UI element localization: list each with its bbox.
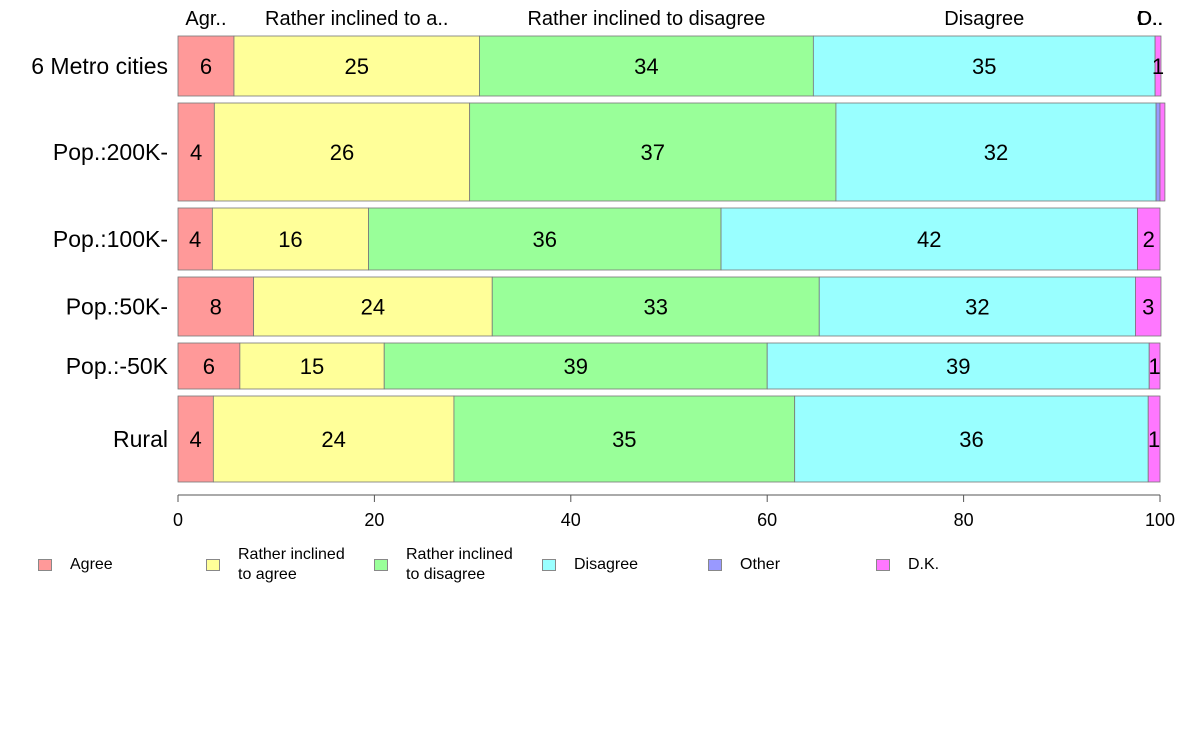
- x-tick-label: 40: [561, 510, 581, 530]
- bar-segment: [177, 395, 214, 483]
- legend-item: D.K.: [876, 540, 939, 590]
- bar-segment: [453, 395, 796, 483]
- data-label: 35: [972, 54, 996, 79]
- bar-segment: [233, 35, 480, 97]
- legend-swatch: [876, 559, 890, 571]
- data-label: 4: [190, 140, 202, 165]
- x-tick-label: 0: [173, 510, 183, 530]
- data-label: 6: [200, 54, 212, 79]
- bar-segment: [1155, 102, 1161, 202]
- legend-label: Rather inclined to disagree: [406, 546, 513, 583]
- x-tick-label: 20: [364, 510, 384, 530]
- data-label: 34: [634, 54, 658, 79]
- category-label: Pop.:-50K: [66, 353, 169, 379]
- bar-segment: [469, 102, 837, 202]
- data-label: 32: [984, 140, 1008, 165]
- legend-swatch: [542, 559, 556, 571]
- legend-label: Disagree: [574, 556, 639, 573]
- bar-segment: [211, 207, 369, 271]
- legend-label: D.K.: [908, 556, 940, 573]
- data-label: 35: [612, 427, 636, 452]
- bar-segment: [1147, 395, 1161, 483]
- legend-item: Other: [708, 540, 780, 590]
- data-label: 36: [959, 427, 983, 452]
- category-label: Pop.:100K-: [53, 226, 168, 252]
- legend-swatch: [708, 559, 722, 571]
- bar-segment: [177, 207, 213, 271]
- column-header: Agr..: [185, 8, 226, 30]
- legend-label: Rather inclined to agree: [238, 546, 345, 583]
- bar-segment: [383, 342, 768, 390]
- legend-item: Rather inclined to disagree: [374, 540, 513, 590]
- legend-label: Other: [740, 556, 781, 573]
- data-label: 1: [1152, 54, 1164, 79]
- column-header: Disagree: [944, 8, 1024, 30]
- data-label: 24: [321, 427, 345, 452]
- data-label: 1: [1148, 354, 1160, 379]
- data-label: 4: [190, 427, 202, 452]
- bar-segment: [812, 35, 1156, 97]
- bar-segment: [1154, 35, 1162, 97]
- bar-segment: [835, 102, 1157, 202]
- column-headers: Agr.. Rather inclined to a.. Rather inclin…: [185, 8, 1163, 30]
- category-label: Pop.:200K-: [53, 139, 168, 165]
- bar-segment: [368, 207, 722, 271]
- bar-segment: [177, 276, 255, 337]
- bar-segment: [1137, 207, 1161, 271]
- data-label: 25: [344, 54, 368, 79]
- data-label: 37: [641, 140, 665, 165]
- bar-segment: [818, 276, 1136, 337]
- data-label: 24: [361, 295, 385, 320]
- legend-swatch: [38, 559, 52, 571]
- legend-item: Disagree: [542, 540, 638, 590]
- data-label: 39: [563, 354, 587, 379]
- bar-segment: [766, 342, 1150, 390]
- bar-segment: [1148, 342, 1161, 390]
- bar-segment: [491, 276, 820, 337]
- bar-segment: [213, 102, 471, 202]
- column-header: Rather inclined to disagree: [527, 8, 765, 30]
- bar-segment: [720, 207, 1138, 271]
- x-axis: 0 20 40 60 80 100: [173, 494, 1175, 530]
- data-label: 1: [1148, 427, 1160, 452]
- column-header: D..: [1137, 8, 1163, 30]
- category-label: 6 Metro cities: [31, 53, 168, 79]
- bar-segment: [1159, 102, 1166, 202]
- data-label: 32: [965, 295, 989, 320]
- data-label: 26: [330, 140, 354, 165]
- x-tick-label: 80: [954, 510, 974, 530]
- data-label: 39: [946, 354, 970, 379]
- category-label: Rural: [113, 426, 168, 452]
- legend-swatch: [206, 559, 220, 571]
- data-label: 3: [1142, 295, 1154, 320]
- data-label: 8: [210, 295, 222, 320]
- column-header: Rather inclined to a..: [265, 8, 448, 30]
- category-labels: 6 Metro cities Pop.:200K- Pop.:100K- Pop.:5…: [31, 53, 168, 452]
- data-label: 2: [1143, 227, 1155, 252]
- bar-segment: [239, 342, 385, 390]
- x-tick-label: 60: [757, 510, 777, 530]
- legend-item: Agree: [38, 540, 113, 590]
- legend-item: Rather inclined to agree: [206, 540, 345, 590]
- legend: Agree Rather inclined to agree Rather incl…: [0, 540, 1188, 600]
- data-label: 6: [203, 354, 215, 379]
- x-tick-label: 100: [1145, 510, 1175, 530]
- data-label: 33: [644, 295, 668, 320]
- legend-swatch: [374, 559, 388, 571]
- data-label: 15: [300, 354, 324, 379]
- data-label: 4: [189, 227, 201, 252]
- bar-segment: [177, 102, 215, 202]
- bar-segment: [794, 395, 1149, 483]
- category-label: Pop.:50K-: [66, 294, 168, 320]
- bar-segment: [1135, 276, 1162, 337]
- bar-segment: [253, 276, 493, 337]
- data-label: 42: [917, 227, 941, 252]
- bar-segment: [212, 395, 455, 483]
- column-header: O..: [1137, 8, 1164, 30]
- legend-label: Agree: [70, 556, 113, 573]
- data-label: 16: [278, 227, 302, 252]
- data-label: 36: [533, 227, 557, 252]
- bars: 6 25 34 35 14 26 37 324 16 36 42 28 24 33 32 36 15 39 39 14…: [177, 35, 1166, 483]
